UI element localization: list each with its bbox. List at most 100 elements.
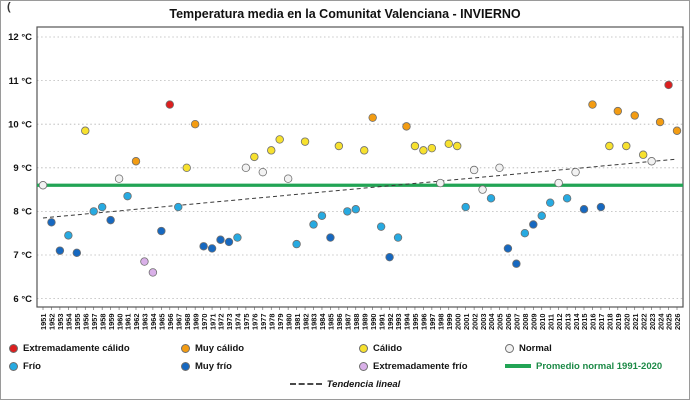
data-point [410,141,420,151]
data-point [165,100,174,109]
x-axis-label: 1979 [276,314,285,330]
legend-label: Extremadamente frío [373,360,468,372]
data-point [47,218,56,227]
legend-item-muy-calido: Muy cálido [181,343,359,354]
x-axis-label: 1963 [141,314,150,330]
x-axis-label: 2008 [521,314,530,330]
data-point [503,244,513,253]
legend-item-promedio-normal: Promedio normal 1991-2020 [505,361,689,372]
data-point [469,165,479,175]
data-point [436,178,445,188]
data-point [207,244,217,253]
data-point [444,139,453,149]
data-point [182,163,191,172]
data-point [106,215,115,225]
x-axis-label: 2016 [589,314,598,330]
x-axis-label: 1999 [445,314,454,330]
muy-calido-dot-icon [181,343,190,353]
data-point [605,141,614,151]
y-axis-label: 11 °C [9,76,32,87]
x-axis-label: 1960 [115,314,124,330]
data-point [385,252,394,262]
legend-item-frio: Frío [9,361,181,372]
data-point [283,174,293,183]
y-axis-label: 8 °C [13,207,32,218]
x-axis-label: 1956 [81,314,90,330]
data-point [495,163,504,172]
data-point [148,268,158,277]
x-axis-label: 1984 [318,313,327,330]
data-point [123,191,132,201]
legend-label: Frío [23,360,41,372]
y-axis-label: 10 °C [8,119,32,130]
data-point [453,141,462,151]
data-point [554,178,563,188]
x-axis-label: 2004 [487,313,496,330]
x-axis-label: 1993 [394,314,403,330]
x-axis-label: 2013 [563,314,572,330]
data-point [402,122,411,131]
legend-label: Normal [519,342,552,354]
x-axis-label: 2020 [622,314,631,330]
x-axis-label: 1975 [242,314,251,330]
x-axis-label: 1965 [158,314,167,330]
x-axis-label: 2022 [639,314,648,330]
calido-dot-icon [359,343,368,353]
legend-item-ext-frio: Extremadamente frío [359,361,505,372]
legend-item-tendencia-lineal: Tendencia lineal [289,379,400,390]
data-point [664,80,673,90]
data-point [334,141,344,151]
legend-label: Muy frío [195,360,232,372]
x-axis-label: 1957 [90,314,99,330]
x-axis-label: 1952 [48,314,57,330]
x-axis-label: 2000 [453,314,462,330]
legend-item-ext-calido: Extremadamente cálido [9,343,181,354]
data-point [157,226,166,236]
x-axis-label: 2017 [597,314,606,330]
legend-label: Promedio normal 1991-2020 [536,360,663,372]
data-point [216,235,225,244]
x-axis-label: 2026 [673,314,682,330]
x-axis-label: 2005 [496,314,505,330]
x-axis-label: 1985 [327,314,336,330]
legend-row: Tendencia lineal [1,375,689,393]
data-point [224,237,234,247]
data-point [647,157,656,166]
data-point [258,167,267,177]
x-axis-label: 1983 [310,314,319,330]
x-axis-label: 2012 [555,314,564,330]
x-axis-label: 1968 [183,314,192,330]
x-axis-label: 2025 [665,314,674,330]
x-axis-label: 1959 [107,314,116,330]
ext-frio-dot-icon [359,361,368,371]
y-axis-label: 9 °C [13,163,32,174]
x-axis-label: 1970 [200,314,209,330]
data-point [360,146,369,155]
plot-border [36,26,684,308]
data-point [140,257,149,266]
corner-note: ( [7,1,11,13]
x-axis-label: 1971 [208,314,217,330]
data-point [622,141,631,151]
x-axis-label: 2001 [462,314,471,330]
data-point [233,233,242,242]
x-axis-label: 1974 [234,313,243,330]
promedio-line-icon [505,364,531,368]
legend-label: Muy cálido [195,342,245,354]
data-point [199,242,208,251]
x-axis-label: 1973 [225,314,234,330]
data-point [461,202,470,212]
y-axis-label: 7 °C [13,250,32,261]
legend-item-muy-frio: Muy frío [181,361,359,372]
x-axis-label: 1954 [65,313,74,330]
x-axis-label: 1969 [191,314,200,330]
chart-title: Temperatura media en la Comunitat Valenc… [169,7,521,21]
legend-row: Extremadamente cálido Muy cálido Cálido Nor… [1,339,689,357]
data-point [81,126,90,135]
data-point [562,194,572,203]
frio-dot-icon [9,361,18,371]
data-point [630,111,639,120]
x-axis-label: 2023 [648,314,657,330]
x-axis-label: 2003 [479,314,488,330]
data-point [89,207,98,216]
